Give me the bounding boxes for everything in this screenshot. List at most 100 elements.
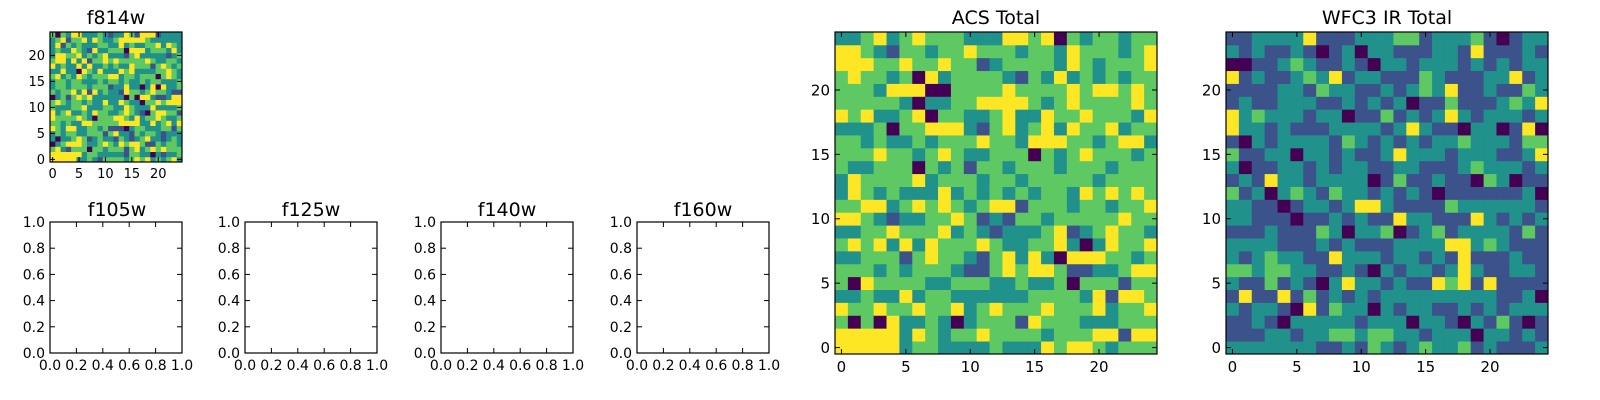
heatmap-cell <box>1496 212 1510 226</box>
heatmap-cell <box>171 63 178 69</box>
heatmap-cell <box>129 104 135 111</box>
heatmap-cell <box>1316 109 1330 123</box>
heatmap-cell <box>92 63 98 69</box>
x-tick-label: 0.2 <box>456 358 478 374</box>
heatmap-cell <box>1470 44 1484 59</box>
heatmap-cell <box>1079 315 1093 329</box>
heatmap-cell <box>1406 109 1420 123</box>
heatmap-cell <box>950 186 965 200</box>
heatmap-cell <box>129 47 135 54</box>
heatmap-cell <box>123 146 130 152</box>
heatmap-cell <box>145 130 151 137</box>
heatmap-cell <box>963 135 978 149</box>
heatmap-cell <box>1251 57 1266 72</box>
panel-acs-total-title: ACS Total <box>952 7 1040 29</box>
heatmap-cell <box>150 115 156 121</box>
heatmap-cell <box>1535 263 1549 278</box>
heatmap-cell <box>65 151 72 158</box>
heatmap-cell <box>134 63 141 69</box>
heatmap-cell <box>899 122 913 136</box>
heatmap-cell <box>1354 135 1369 149</box>
heatmap-cell <box>55 73 61 80</box>
heatmap-cell <box>1509 44 1523 59</box>
heatmap-cell <box>912 109 926 123</box>
heatmap-cell <box>1444 199 1459 213</box>
heatmap-cell <box>1015 315 1029 329</box>
heatmap-cell <box>123 78 130 85</box>
heatmap-cell <box>1144 276 1158 290</box>
heatmap-cell <box>873 315 887 329</box>
heatmap-cell <box>1002 147 1016 162</box>
heatmap-cell <box>912 173 926 187</box>
heatmap-cell <box>912 263 926 278</box>
heatmap-cell <box>97 78 104 85</box>
heatmap-cell <box>1041 341 1055 355</box>
heatmap-cell <box>118 47 125 54</box>
y-tick-label: 10 <box>1202 210 1221 228</box>
heatmap-cell <box>1251 109 1266 123</box>
heatmap-cell <box>65 146 72 152</box>
heatmap-cell <box>92 125 98 132</box>
heatmap-cell <box>160 156 167 163</box>
heatmap-cell <box>160 42 167 48</box>
heatmap-cell <box>1118 238 1132 252</box>
heatmap-cell <box>108 125 114 132</box>
heatmap-cell <box>1496 135 1510 149</box>
heatmap-cell <box>97 151 104 158</box>
heatmap-cell <box>86 104 93 111</box>
heatmap-cell <box>1131 225 1145 239</box>
heatmap-cell <box>1015 263 1029 278</box>
heatmap-cell <box>1053 315 1068 329</box>
heatmap-cell <box>860 135 875 149</box>
heatmap-cell <box>160 104 167 111</box>
heatmap-cell <box>1509 160 1523 175</box>
heatmap-cell <box>1419 70 1433 84</box>
heatmap-cell <box>1432 44 1446 59</box>
heatmap-cell <box>976 147 990 162</box>
heatmap-cell <box>1393 147 1407 162</box>
heatmap-cell <box>886 83 900 97</box>
heatmap-cell <box>1226 263 1240 278</box>
heatmap-cell <box>1092 225 1106 239</box>
heatmap-cell <box>145 120 151 126</box>
heatmap-cell <box>1251 302 1266 316</box>
heatmap-cell <box>1341 135 1356 149</box>
heatmap-cell <box>102 141 109 147</box>
heatmap-cell <box>925 199 939 213</box>
heatmap-cell <box>1290 225 1304 239</box>
heatmap-cell <box>1238 96 1253 110</box>
heatmap-cell <box>835 341 849 355</box>
heatmap-cell <box>102 37 109 43</box>
heatmap-cell <box>1470 173 1484 187</box>
heatmap-cell <box>847 44 862 59</box>
heatmap-cell <box>989 212 1003 226</box>
heatmap-cell <box>1053 238 1068 252</box>
heatmap-cell <box>108 115 114 121</box>
heatmap-cell <box>1316 57 1330 72</box>
heatmap-cell <box>1509 276 1523 290</box>
heatmap-cell <box>1496 83 1510 97</box>
heatmap-cell <box>873 135 887 149</box>
heatmap-cell <box>1251 147 1266 162</box>
heatmap-cell <box>1028 263 1042 278</box>
heatmap-cell <box>1015 32 1029 46</box>
heatmap-cell <box>1131 32 1145 46</box>
heatmap-cell <box>108 156 114 163</box>
heatmap-cell <box>55 52 61 59</box>
y-tick-label: 0.4 <box>23 294 45 310</box>
heatmap-cell <box>925 302 939 316</box>
x-tick-label: 15 <box>124 167 141 182</box>
heatmap-cell <box>1380 135 1394 149</box>
heatmap-cell <box>963 199 978 213</box>
heatmap-cell <box>113 125 120 132</box>
y-tick-label: 0.0 <box>610 346 632 362</box>
heatmap-cell <box>1264 225 1278 239</box>
heatmap-cell <box>123 58 130 64</box>
heatmap-cell <box>92 78 98 85</box>
heatmap-cell <box>873 44 887 59</box>
heatmap-cell <box>1041 212 1055 226</box>
heatmap-cell <box>1238 44 1253 59</box>
heatmap-cell <box>65 32 72 38</box>
heatmap-cell <box>1509 199 1523 213</box>
x-tick-label: 0.0 <box>430 358 452 374</box>
